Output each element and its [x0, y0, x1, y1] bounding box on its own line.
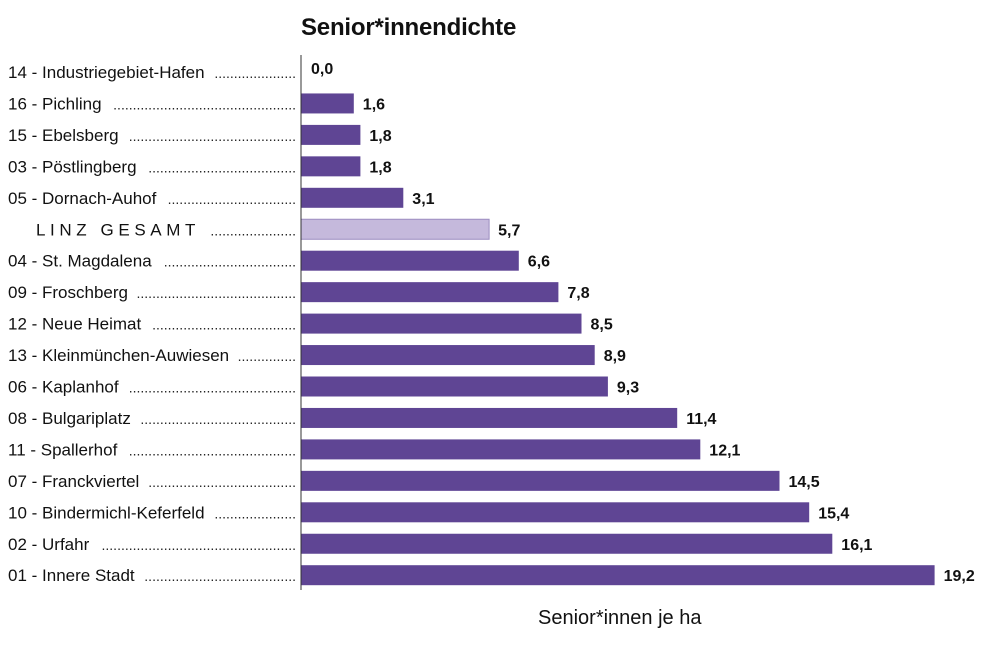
bar — [301, 156, 361, 177]
bar — [301, 376, 608, 397]
category-label: 05 - Dornach-Auhof — [8, 189, 157, 208]
bar — [301, 439, 701, 460]
leader-dots: ........................................… — [137, 285, 296, 301]
leader-dots: ........................................… — [129, 128, 296, 144]
data-label: 1,6 — [363, 96, 385, 113]
category-label: 14 - Industriegebiet-Hafen — [8, 63, 205, 82]
category-label: 12 - Neue Heimat — [8, 315, 142, 334]
category-label: 01 - Innere Stadt — [8, 566, 135, 585]
data-label: 11,4 — [686, 411, 716, 428]
category-label: 09 - Froschberg — [8, 283, 128, 302]
data-label: 7,8 — [567, 285, 589, 302]
leader-dots: ...................... — [210, 222, 296, 238]
data-label: 5,7 — [498, 222, 520, 239]
bar — [301, 124, 361, 145]
category-label: 03 - Pöstlingberg — [8, 157, 137, 176]
leader-dots: ........................................… — [129, 442, 296, 458]
leader-dots: ..................... — [214, 65, 296, 81]
data-label: 19,2 — [944, 568, 975, 585]
bar — [301, 470, 780, 491]
leader-dots: .................................. — [164, 254, 296, 270]
data-label: 3,1 — [412, 191, 434, 208]
bar — [301, 533, 833, 554]
bar — [301, 565, 935, 586]
bar — [301, 250, 519, 271]
category-label: 06 - Kaplanhof — [8, 378, 119, 397]
data-label: 8,9 — [604, 348, 626, 365]
leader-dots: ........................................… — [129, 380, 296, 396]
data-label: 8,5 — [591, 317, 613, 334]
data-label: 6,6 — [528, 254, 550, 271]
data-label: 0,0 — [311, 61, 333, 78]
leader-dots: ........................................… — [113, 96, 296, 112]
bar — [301, 407, 678, 428]
bar — [301, 502, 810, 523]
category-label: 15 - Ebelsberg — [8, 126, 119, 145]
data-label: 14,5 — [789, 474, 820, 491]
leader-dots: ....................................... — [144, 568, 296, 584]
category-label: LINZ GESAMT — [36, 220, 200, 239]
leader-dots: ..................................... — [152, 317, 296, 333]
bar — [301, 345, 595, 366]
chart-title: Senior*innendichte — [301, 14, 517, 41]
category-label: 16 - Pichling — [8, 94, 102, 113]
bar — [301, 313, 582, 334]
leader-dots: ...................................... — [148, 474, 296, 490]
category-label: 04 - St. Magdalena — [8, 252, 152, 271]
category-label: 13 - Kleinmünchen-Auwiesen — [8, 346, 229, 365]
data-label: 15,4 — [818, 505, 849, 522]
bar — [301, 282, 559, 303]
leader-dots: ................................. — [168, 191, 296, 207]
data-label: 9,3 — [617, 380, 639, 397]
category-label: 11 - Spallerhof — [8, 440, 118, 459]
bar — [300, 218, 490, 240]
bar — [301, 93, 354, 114]
leader-dots: ........................................… — [102, 537, 296, 553]
category-label: 07 - Franckviertel — [8, 472, 139, 491]
leader-dots: ...................................... — [148, 159, 296, 175]
leader-dots: ..................... — [214, 505, 296, 521]
data-label: 1,8 — [369, 128, 391, 145]
data-label: 1,8 — [369, 159, 391, 176]
category-label: 10 - Bindermichl-Keferfeld — [8, 503, 205, 522]
category-label: 02 - Urfahr — [8, 535, 90, 554]
x-axis-label: Senior*innen je ha — [538, 607, 702, 629]
category-label: 08 - Bulgariplatz — [8, 409, 131, 428]
leader-dots: ........................................ — [140, 411, 296, 427]
bar — [301, 187, 404, 208]
leader-dots: ............... — [238, 348, 296, 364]
data-label: 16,1 — [841, 537, 872, 554]
data-label: 12,1 — [709, 442, 740, 459]
